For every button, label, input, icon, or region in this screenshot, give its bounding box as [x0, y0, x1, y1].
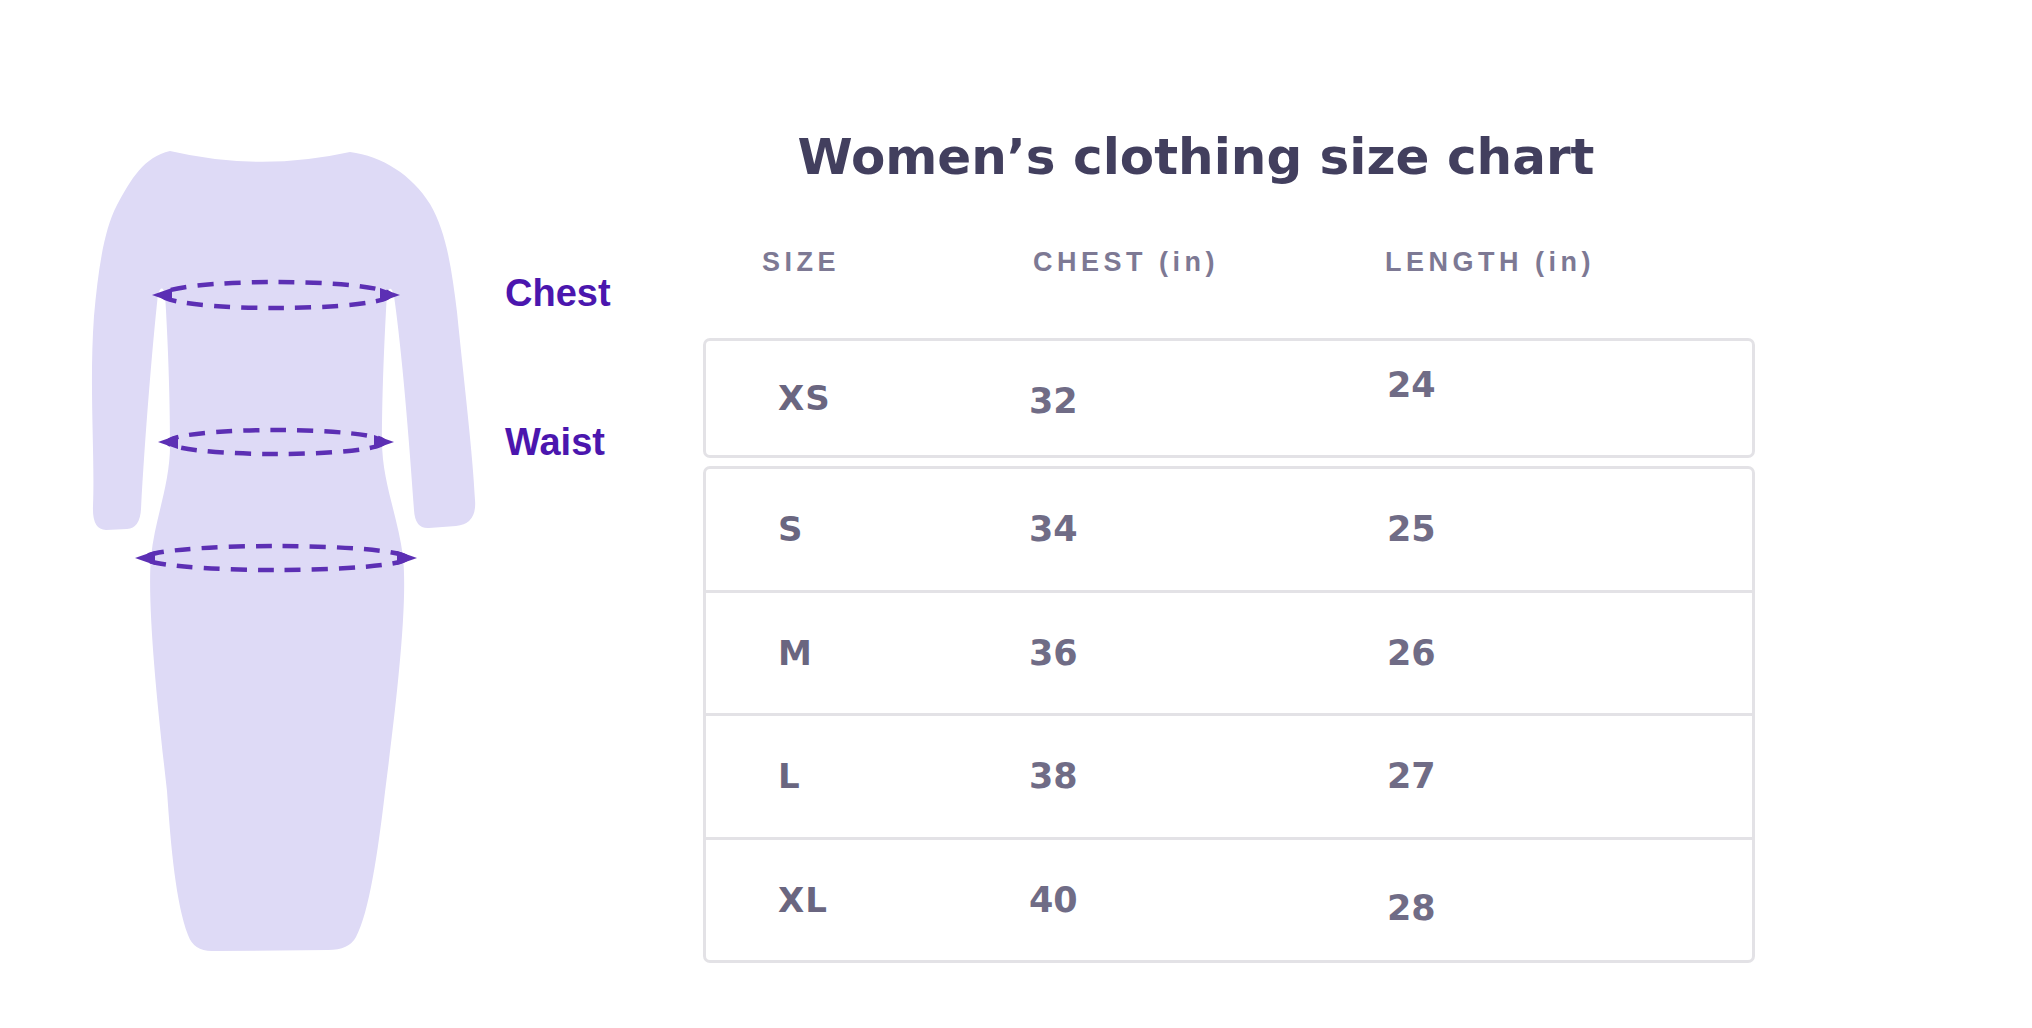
size-table-first-row-box: XS 32 24 — [703, 338, 1755, 458]
length-cell: 26 — [1387, 633, 1436, 673]
table-row: S 34 25 — [706, 469, 1752, 590]
dress-silhouette — [92, 151, 475, 951]
length-cell: 28 — [1387, 888, 1436, 928]
waist-arrow-left — [158, 435, 178, 449]
table-row: M 36 26 — [706, 590, 1752, 714]
page-title: Women’s clothing size chart — [596, 128, 1796, 186]
size-table-rows-box: S 34 25 M 36 26 L 38 27 XL 40 28 — [703, 466, 1755, 963]
table-row: XS 32 24 — [706, 341, 1752, 455]
chest-cell: 36 — [1029, 633, 1078, 673]
length-cell: 25 — [1387, 509, 1436, 549]
table-row: L 38 27 — [706, 713, 1752, 837]
table-row: XL 40 28 — [706, 837, 1752, 961]
waist-arrow-right — [374, 435, 394, 449]
column-header-length: LENGTH (in) — [1385, 247, 1595, 277]
size-cell: S — [778, 509, 804, 549]
chest-cell: 32 — [1029, 381, 1078, 421]
hip-arrow-left — [135, 551, 155, 565]
size-chart-page: Chest Waist Women’s clothing size chart … — [0, 0, 2032, 1028]
length-cell: 24 — [1387, 365, 1436, 405]
column-header-chest: CHEST (in) — [1033, 247, 1219, 277]
size-cell: L — [778, 756, 801, 796]
chest-cell: 34 — [1029, 509, 1078, 549]
chest-cell: 40 — [1029, 880, 1078, 920]
chest-cell: 38 — [1029, 756, 1078, 796]
chest-label: Chest — [505, 272, 611, 314]
size-cell: M — [778, 633, 813, 673]
length-cell: 27 — [1387, 756, 1436, 796]
size-cell: XL — [778, 880, 828, 920]
hip-arrow-right — [397, 551, 417, 565]
waist-label: Waist — [505, 421, 605, 463]
dress-illustration — [0, 0, 520, 1028]
size-cell: XS — [778, 378, 831, 418]
column-header-size: SIZE — [762, 247, 840, 277]
